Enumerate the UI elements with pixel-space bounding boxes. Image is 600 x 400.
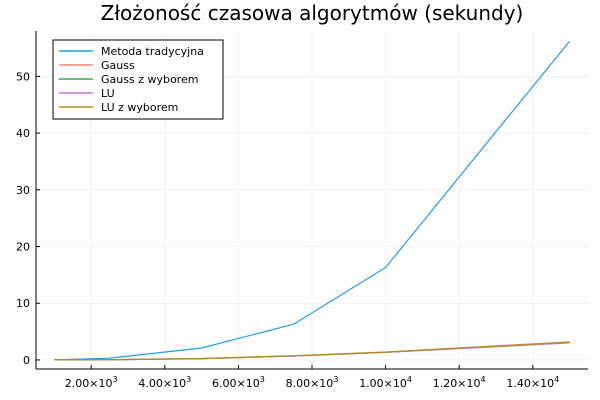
grid — [36, 31, 588, 369]
y-tick-label: 50 — [16, 70, 30, 83]
y-tick-label: 30 — [16, 184, 30, 197]
x-tick-label: 6.00×103 — [212, 375, 265, 390]
series-line-1 — [54, 40, 571, 361]
legend-label: Gauss — [101, 59, 135, 72]
y-tick-label: 20 — [16, 241, 30, 254]
y-tick-label: 40 — [16, 127, 30, 140]
x-tick-label: 8.00×103 — [286, 375, 339, 390]
legend-label: Metoda tradycyjna — [101, 45, 204, 58]
chart-title: Złożoność czasowa algorytmów (sekundy) — [101, 1, 524, 25]
axes: 2.00×103 4.00×103 6.00×103 8.00×103 1.00×104… — [16, 31, 588, 390]
x-tick-label: 4.00×103 — [138, 375, 191, 390]
x-tick-label: 2.00×103 — [65, 375, 118, 390]
x-tick-label: 1.00×104 — [359, 375, 412, 390]
y-tick-label: 10 — [16, 297, 30, 310]
x-tick-label: 1.40×104 — [506, 375, 559, 390]
series-line-5 — [54, 341, 570, 361]
series-lines — [54, 40, 571, 361]
legend-label: LU z wyborem — [101, 101, 178, 114]
y-tick-label: 0 — [23, 354, 30, 367]
x-tick-label: 1.20×104 — [433, 375, 486, 390]
legend-label: LU — [101, 87, 115, 100]
legend-label: Gauss z wyborem — [101, 73, 198, 86]
